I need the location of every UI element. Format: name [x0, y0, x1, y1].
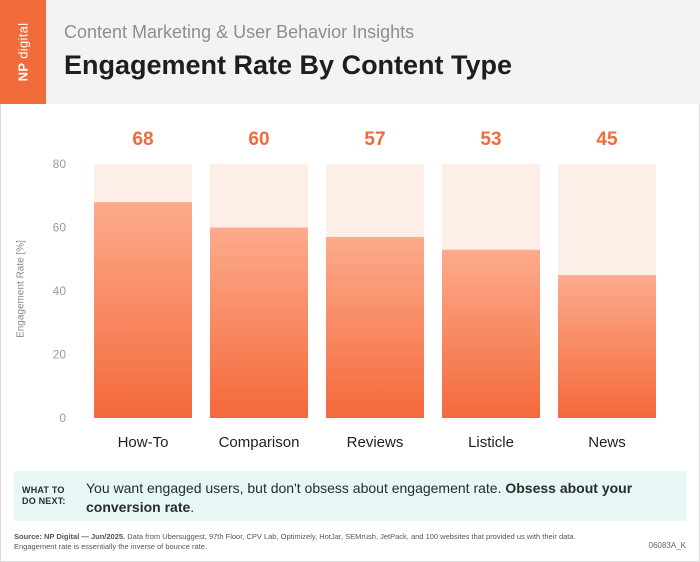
np-digital-logo: NP digital	[0, 0, 46, 104]
bar	[210, 227, 308, 418]
figure-code: 06083A_K	[648, 541, 686, 550]
callout-text-end: .	[190, 499, 195, 515]
what-to-do-next-callout: WHAT TO DO NEXT: You want engaged users,…	[14, 471, 686, 521]
y-tick-label: 80	[53, 157, 67, 171]
x-tick-label: How-To	[118, 434, 169, 451]
data-label: 45	[596, 129, 618, 150]
source-line2: Engagement rate is essentially the inver…	[14, 542, 208, 551]
chart-title: Engagement Rate By Content Type	[64, 50, 513, 80]
y-tick-label: 60	[53, 221, 67, 235]
source-note: Source: NP Digital — Jun/2025. Data from…	[14, 532, 614, 552]
y-tick-label: 40	[53, 284, 67, 298]
header: NP digital Content Marketing & User Beha…	[0, 0, 700, 104]
callout-text-plain: You want engaged users, but don't obsess…	[86, 480, 506, 496]
data-label: 53	[480, 129, 501, 150]
y-tick-label: 0	[59, 411, 66, 425]
data-label: 57	[364, 129, 385, 150]
callout-text-bold: Obsess about your conversion rate	[86, 480, 633, 515]
bar	[442, 249, 540, 418]
bar	[94, 202, 192, 418]
bar	[326, 237, 424, 418]
x-tick-label: Reviews	[347, 434, 404, 451]
x-tick-label: Listicle	[468, 434, 514, 451]
data-label: 60	[248, 129, 269, 150]
bar	[558, 275, 656, 418]
y-tick-label: 20	[53, 348, 67, 362]
source-label: Source: NP Digital — Jun/2025.	[14, 532, 126, 541]
callout-tag: WHAT TO DO NEXT:	[22, 485, 66, 506]
callout-text: You want engaged users, but don't obsess…	[86, 479, 676, 517]
x-tick-label: News	[588, 434, 626, 451]
source-text: Data from Ubersuggest, 97th Floor, CPV L…	[125, 532, 576, 541]
chart-subtitle: Content Marketing & User Behavior Insigh…	[64, 22, 415, 42]
data-label: 68	[132, 129, 153, 150]
x-tick-label: Comparison	[219, 434, 300, 451]
